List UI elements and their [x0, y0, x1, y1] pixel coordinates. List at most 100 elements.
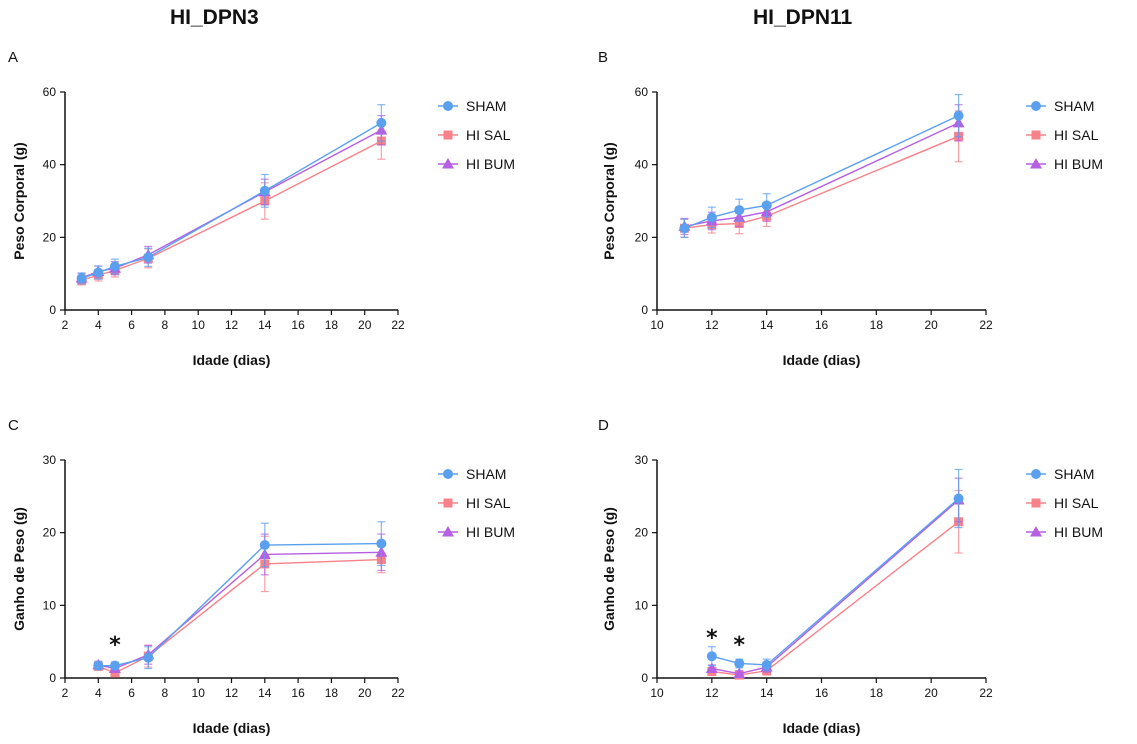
- x-tick-label: 12: [225, 318, 239, 332]
- x-tick: 16: [815, 678, 828, 700]
- panel-letter: D: [598, 417, 609, 434]
- data-point: [734, 205, 745, 216]
- x-tick: 16: [291, 310, 305, 332]
- legend-marker: [442, 158, 454, 169]
- significance-asterisk: *: [733, 633, 745, 658]
- series-hi-bum: [92, 533, 388, 674]
- x-tick-label: 2: [62, 686, 69, 700]
- x-tick-label: 12: [705, 686, 719, 700]
- panel-letter: A: [8, 49, 18, 66]
- x-tick: 6: [128, 310, 135, 332]
- legend-label: SHAM: [466, 466, 506, 482]
- x-axis-label: Idade (dias): [193, 352, 271, 368]
- x-tick-label: 18: [325, 686, 339, 700]
- x-tick: 2: [62, 678, 69, 700]
- series-hi-sal: [93, 535, 386, 678]
- x-tick: 16: [815, 310, 829, 332]
- legend-label: HI SAL: [466, 127, 511, 143]
- x-tick: 8: [162, 310, 169, 332]
- series-line-sham: [81, 122, 382, 280]
- series-sham: [679, 93, 964, 238]
- y-axis-label: Ganho de Peso (g): [11, 507, 27, 631]
- data-point: [93, 660, 104, 671]
- legend-item-sham: SHAM: [438, 466, 506, 482]
- x-tick-label: 20: [924, 686, 938, 700]
- legend-label: HI BUM: [466, 524, 515, 540]
- right-column-title: HI_DPN11: [753, 6, 853, 29]
- x-tick: 10: [192, 678, 205, 700]
- y-tick-label: 0: [641, 303, 648, 317]
- x-tick-label: 10: [650, 318, 664, 332]
- x-tick: 22: [979, 310, 993, 332]
- x-tick-label: 4: [95, 318, 102, 332]
- x-tick-label: 18: [870, 686, 884, 700]
- legend-marker: [1030, 526, 1042, 537]
- legend-marker: [442, 526, 454, 537]
- x-tick: 14: [760, 678, 774, 700]
- series-line-hi-bum: [711, 499, 960, 675]
- series-hi-bum: [75, 115, 388, 283]
- x-tick: 20: [924, 310, 938, 332]
- series-sham: [76, 104, 387, 285]
- significance-asterisk: *: [706, 626, 718, 651]
- significance-asterisk: *: [109, 633, 121, 658]
- data-point: [706, 212, 717, 223]
- x-tick: 12: [705, 678, 719, 700]
- x-tick: 14: [258, 678, 272, 700]
- series-line-sham: [98, 542, 382, 667]
- y-tick-label: 30: [635, 453, 649, 467]
- x-tick: 22: [391, 678, 405, 700]
- x-tick-label: 16: [291, 686, 305, 700]
- y-tick-label: 10: [43, 598, 57, 612]
- y-tick-label: 20: [635, 230, 649, 244]
- y-tick-label: 10: [635, 598, 649, 612]
- y-tick-label: 40: [635, 158, 649, 172]
- data-point: [761, 200, 772, 211]
- legend-label: HI SAL: [1054, 127, 1099, 143]
- x-tick-label: 22: [979, 686, 993, 700]
- legend-label: HI BUM: [1054, 524, 1103, 540]
- x-tick: 14: [258, 310, 272, 332]
- data-point: [109, 660, 120, 671]
- y-tick: 20: [635, 526, 657, 540]
- legend-label: HI SAL: [466, 495, 511, 511]
- y-axis-label: Peso Corporal (g): [11, 142, 27, 259]
- x-tick-label: 2: [62, 318, 69, 332]
- chart-panel-b: B 10 12 14 16 18 20 22 0 20 40 60 Idade (dias) Peso C…: [598, 49, 1103, 368]
- x-tick: 2: [62, 310, 69, 332]
- y-tick: 30: [43, 453, 65, 467]
- panel-letter: C: [8, 417, 19, 434]
- x-tick: 20: [358, 678, 372, 700]
- x-tick-label: 14: [258, 686, 272, 700]
- chart-panel-c: C 2 4 6 8 10 12 14 16 18 20 22 0 10 20 30 Idade (dias) Ga…: [8, 417, 515, 736]
- x-tick-label: 6: [128, 686, 135, 700]
- legend: SHAM HI SAL HI BUM: [1026, 98, 1103, 172]
- y-tick-label: 0: [49, 303, 56, 317]
- legend-marker: [1031, 101, 1041, 111]
- y-axis-label: Peso Corporal (g): [601, 142, 617, 259]
- left-column-title: HI_DPN3: [170, 6, 259, 29]
- x-tick-label: 22: [391, 686, 405, 700]
- legend: SHAM HI SAL HI BUM: [438, 466, 515, 540]
- legend-label: SHAM: [1054, 98, 1094, 114]
- y-tick-label: 0: [49, 671, 56, 685]
- series-sham: [93, 521, 387, 671]
- series-line-hi-sal: [684, 135, 959, 229]
- y-tick-label: 20: [43, 230, 57, 244]
- x-tick-label: 12: [705, 318, 719, 332]
- series-hi-sal: [679, 110, 964, 238]
- y-tick: 60: [43, 85, 65, 99]
- legend-item-hi-bum: HI BUM: [438, 156, 515, 172]
- x-tick-label: 16: [815, 318, 829, 332]
- x-tick-label: 4: [95, 686, 102, 700]
- legend-marker: [1031, 469, 1041, 479]
- x-tick-label: 22: [391, 318, 405, 332]
- x-tick: 10: [192, 310, 205, 332]
- data-point: [109, 261, 120, 272]
- legend-label: SHAM: [1054, 466, 1094, 482]
- x-axis-label: Idade (dias): [193, 720, 271, 736]
- y-tick-label: 20: [43, 526, 57, 540]
- legend-item-sham: SHAM: [1026, 466, 1094, 482]
- legend: SHAM HI SAL HI BUM: [438, 98, 515, 172]
- data-point: [76, 273, 87, 284]
